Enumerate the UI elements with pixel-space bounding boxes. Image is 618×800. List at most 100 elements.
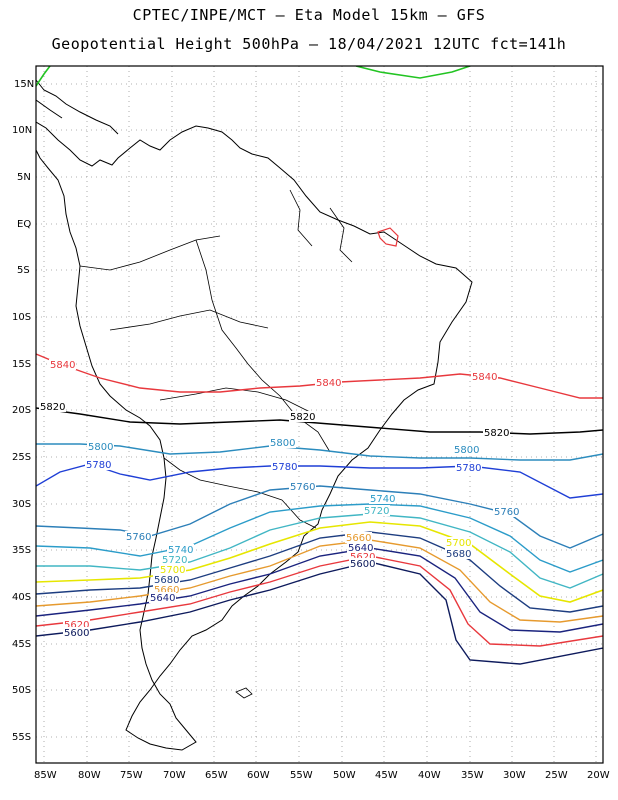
contour-label-bg <box>269 437 296 448</box>
contour-label: 5820 <box>484 428 509 439</box>
lon-label: 50W <box>333 770 356 781</box>
contour-label-bg <box>153 584 180 595</box>
lat-label: 15S <box>12 359 31 370</box>
contour-label-bg <box>349 551 376 562</box>
contour-5720 <box>36 513 603 589</box>
contour-5640 <box>36 547 603 633</box>
contour-label: 5800 <box>270 438 295 449</box>
contour-5620 <box>36 555 603 647</box>
contour-label: 5620 <box>350 552 375 563</box>
contour-label: 5840 <box>316 378 341 389</box>
contour-label-bg <box>125 531 152 542</box>
contour-label: 5800 <box>454 445 479 456</box>
contour-label: 5740 <box>370 494 395 505</box>
contour-label-bg <box>161 554 188 565</box>
lat-label: 50S <box>12 685 31 696</box>
marajo-island <box>377 227 399 247</box>
title-line-1: CPTEC/INPE/MCT – Eta Model 15km – GFS <box>132 6 486 24</box>
contour-label: 5640 <box>348 543 373 554</box>
lat-label: 45S <box>12 639 31 650</box>
contour-label-bg <box>455 462 482 473</box>
contour-label: 5780 <box>272 462 297 473</box>
contour-label-bg <box>289 411 316 422</box>
lon-label: 20W <box>587 770 610 781</box>
lat-label: 20S <box>12 405 31 416</box>
contour-label: 5640 <box>150 593 175 604</box>
contour-label: 5800 <box>88 442 113 453</box>
lat-label: 10S <box>12 312 31 323</box>
graticule <box>36 66 603 763</box>
contour-green <box>36 66 471 87</box>
lon-label: 75W <box>120 770 143 781</box>
contour-label-bg <box>63 627 90 638</box>
contour-label: 5700 <box>160 565 185 576</box>
contour-label: 5720 <box>364 506 389 517</box>
contour-label-bg <box>483 427 510 438</box>
lon-label: 70W <box>163 770 186 781</box>
contour-label-bg <box>159 564 186 575</box>
contour-label-bg <box>471 371 498 382</box>
lat-label: 25S <box>12 452 31 463</box>
title-line-2: Geopotential Height 500hPa – 18/04/2021 … <box>51 35 567 53</box>
contour-5800 <box>36 443 603 461</box>
contour-label-bg <box>167 544 194 555</box>
lat-label: 55S <box>12 732 31 743</box>
coastline-layer <box>36 79 473 751</box>
central-america-coastline <box>36 79 119 135</box>
lat-label: 5N <box>17 172 31 183</box>
contour-label-bg <box>149 592 176 603</box>
contour-label: 5620 <box>64 620 89 631</box>
contour-label: 5760 <box>290 482 315 493</box>
contour-5700 <box>36 521 603 603</box>
contour-label-bg <box>349 558 376 569</box>
lat-label: 15N <box>14 79 34 90</box>
contour-label: 5760 <box>126 532 151 543</box>
contour-label-bg <box>49 359 76 370</box>
contour-label: 5720 <box>162 555 187 566</box>
contour-label-bg <box>453 444 480 455</box>
lon-label: 60W <box>247 770 270 781</box>
contour-label-bg <box>315 377 342 388</box>
contour-label-bg <box>39 401 66 412</box>
contour-label: 5760 <box>494 507 519 518</box>
contour-label-bg <box>345 532 372 543</box>
contour-label: 5680 <box>446 549 471 560</box>
contour-label: 5780 <box>86 460 111 471</box>
lon-label: 45W <box>375 770 398 781</box>
contour-label: 5780 <box>456 463 481 474</box>
contour-label: 5700 <box>446 538 471 549</box>
contour-label-bg <box>369 493 396 504</box>
contour-label-bg <box>63 619 90 630</box>
contour-label-bg <box>445 548 472 559</box>
lon-label: 40W <box>418 770 441 781</box>
lon-label: 30W <box>503 770 526 781</box>
contour-label-bg <box>363 505 390 516</box>
contour-labels: 5840 5840 5840 5820 5820 5820 5800 5800 5800 5780… <box>39 359 520 639</box>
contour-label: 5740 <box>168 545 193 556</box>
lat-label: 40S <box>12 592 31 603</box>
contour-label: 5820 <box>40 402 65 413</box>
contour-label-bg <box>271 461 298 472</box>
contour-label-bg <box>493 506 520 517</box>
map-frame <box>35 65 604 764</box>
lat-labels: 15N 10N 5N EQ 5S 10S 15S 20S 25S 30S 35S… <box>12 79 34 743</box>
contour-label-bg <box>87 441 114 452</box>
lon-label: 85W <box>34 770 57 781</box>
lon-labels: 85W 80W 75W 70W 65W 60W 55W 50W 45W 40W … <box>34 770 610 781</box>
lat-label: 30S <box>12 499 31 510</box>
south-america-coastline <box>36 121 473 751</box>
lon-label: 55W <box>290 770 313 781</box>
contour-label-bg <box>347 542 374 553</box>
contour-layer <box>36 66 603 665</box>
contour-label: 5680 <box>154 575 179 586</box>
contour-label: 5600 <box>64 628 89 639</box>
lon-label: 80W <box>78 770 101 781</box>
lon-label: 65W <box>205 770 228 781</box>
contour-label-bg <box>445 537 472 548</box>
lat-label: 5S <box>17 265 30 276</box>
map-frame-bg <box>36 66 603 763</box>
lat-label: 10N <box>12 125 32 136</box>
falkland-islands <box>235 687 253 699</box>
contour-label-bg <box>153 574 180 585</box>
